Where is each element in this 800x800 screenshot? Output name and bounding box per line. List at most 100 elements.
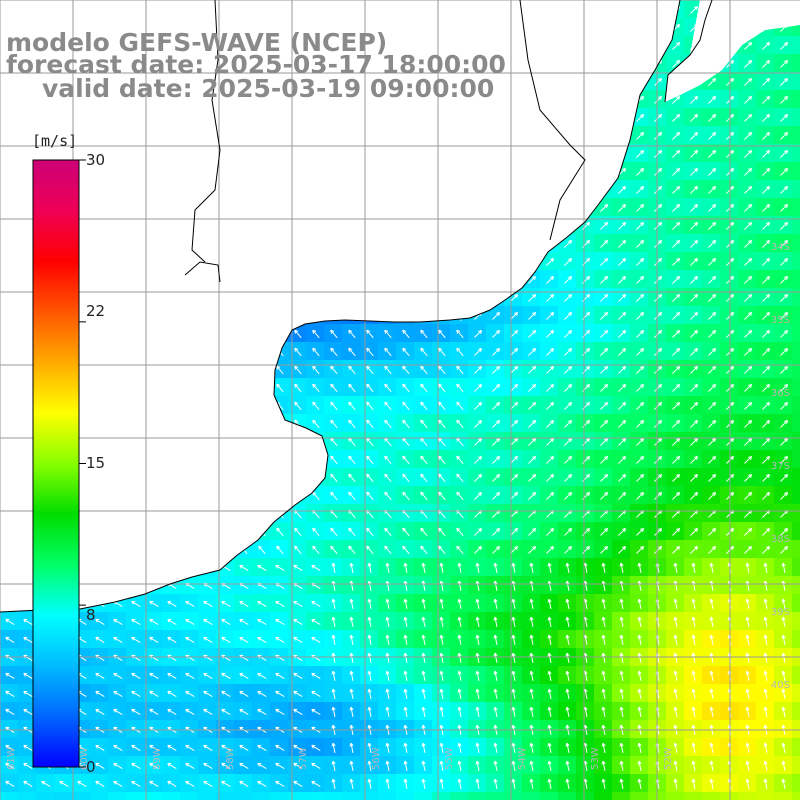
speed-cell	[792, 774, 800, 792]
speed-cell	[450, 576, 468, 594]
speed-cell	[612, 396, 630, 414]
speed-cell	[558, 540, 576, 558]
speed-cell	[738, 126, 756, 144]
speed-cell	[612, 324, 630, 342]
speed-cell	[450, 792, 468, 800]
speed-cell	[720, 162, 738, 180]
speed-cell	[684, 144, 702, 162]
speed-cell	[522, 738, 540, 756]
speed-cell	[432, 756, 450, 774]
speed-cell	[486, 540, 504, 558]
speed-cell	[756, 720, 774, 738]
speed-cell	[774, 756, 792, 774]
speed-cell	[522, 666, 540, 684]
speed-cell	[486, 342, 504, 360]
speed-cell	[738, 504, 756, 522]
speed-cell	[594, 216, 612, 234]
speed-cell	[738, 216, 756, 234]
speed-cell	[702, 630, 720, 648]
speed-cell	[450, 720, 468, 738]
speed-cell	[486, 576, 504, 594]
speed-cell	[666, 486, 684, 504]
speed-cell	[756, 342, 774, 360]
speed-cell	[630, 378, 648, 396]
speed-cell	[612, 198, 630, 216]
speed-cell	[630, 270, 648, 288]
longitude-label: 55W	[444, 747, 455, 770]
speed-cell	[576, 414, 594, 432]
speed-cell	[576, 666, 594, 684]
latitude-label: 35S	[771, 315, 790, 326]
speed-cell	[756, 234, 774, 252]
speed-cell	[738, 720, 756, 738]
speed-cell	[684, 576, 702, 594]
speed-cell	[468, 468, 486, 486]
speed-cell	[792, 144, 800, 162]
speed-cell	[360, 666, 378, 684]
speed-cell	[468, 450, 486, 468]
speed-cell	[612, 450, 630, 468]
speed-cell	[738, 576, 756, 594]
speed-cell	[612, 576, 630, 594]
speed-cell	[612, 360, 630, 378]
colorbar-tick: 15	[86, 454, 106, 472]
speed-cell	[576, 612, 594, 630]
speed-cell	[612, 720, 630, 738]
speed-cell	[684, 792, 702, 800]
speed-cell	[666, 684, 684, 702]
speed-cell	[666, 576, 684, 594]
speed-cell	[666, 198, 684, 216]
speed-cell	[666, 180, 684, 198]
speed-cell	[396, 666, 414, 684]
speed-cell	[774, 378, 792, 396]
speed-cell	[576, 594, 594, 612]
speed-cell	[576, 756, 594, 774]
speed-cell	[666, 216, 684, 234]
speed-cell	[774, 468, 792, 486]
speed-cell	[342, 774, 360, 792]
speed-cell	[720, 180, 738, 198]
speed-cell	[432, 738, 450, 756]
speed-cell	[720, 198, 738, 216]
speed-cell	[702, 558, 720, 576]
speed-cell	[630, 612, 648, 630]
speed-cell	[540, 774, 558, 792]
speed-cell	[792, 288, 800, 306]
speed-cell	[774, 270, 792, 288]
speed-cell	[324, 684, 342, 702]
speed-cell	[432, 630, 450, 648]
speed-cell	[468, 720, 486, 738]
speed-cell	[558, 594, 576, 612]
speed-cell	[576, 360, 594, 378]
speed-cell	[774, 198, 792, 216]
speed-cell	[774, 630, 792, 648]
speed-cell	[558, 504, 576, 522]
speed-cell	[774, 72, 792, 90]
speed-cell	[702, 792, 720, 800]
speed-cell	[252, 792, 270, 800]
speed-cell	[522, 720, 540, 738]
speed-cell	[522, 702, 540, 720]
speed-cell	[594, 324, 612, 342]
speed-cell	[594, 684, 612, 702]
speed-cell	[738, 396, 756, 414]
speed-cell	[540, 666, 558, 684]
speed-cell	[702, 738, 720, 756]
speed-cell	[432, 594, 450, 612]
speed-cell	[486, 450, 504, 468]
speed-cell	[774, 432, 792, 450]
speed-cell	[666, 414, 684, 432]
speed-cell	[540, 792, 558, 800]
speed-cell	[702, 378, 720, 396]
speed-cell	[774, 540, 792, 558]
speed-cell	[522, 612, 540, 630]
speed-cell	[666, 126, 684, 144]
latitude-label: 37S	[771, 461, 790, 472]
speed-cell	[522, 432, 540, 450]
speed-cell	[684, 738, 702, 756]
speed-cell	[504, 486, 522, 504]
speed-cell	[702, 756, 720, 774]
speed-cell	[702, 288, 720, 306]
speed-cell	[486, 738, 504, 756]
